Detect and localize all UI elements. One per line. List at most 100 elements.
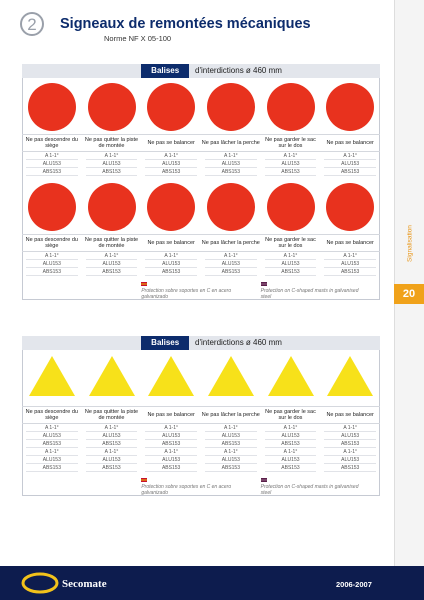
note: Protection sobre soportes en C en acero … [141,484,232,496]
sign-code: ABS153 [205,465,257,472]
sign-code: ABS153 [145,169,197,176]
sign-code: A 1-1° [205,253,257,260]
sign-code: ABS153 [26,465,78,472]
circle-sign [326,183,375,231]
sign-code: A 1-1° [85,153,138,160]
sign-code: ABS153 [324,269,376,276]
sign-code: ALU153 [205,433,257,440]
sign-code: ALU153 [264,161,317,168]
circle-sign [27,183,76,231]
sign-code: A 1-1° [145,253,197,260]
circle-sign [87,83,136,131]
section [22,64,380,300]
sign-code: ALU153 [85,433,138,440]
circle-sign [206,183,255,231]
page-title: Signeaux de remontées mécaniques [60,16,311,32]
sign-code: A 1-1° [324,449,376,456]
sign-code: A 1-1° [324,253,376,260]
sign-code: ABS153 [264,441,317,448]
sign-code: A 1-1° [205,449,257,456]
page-number: 20 [394,284,424,304]
circle-sign [206,83,255,131]
sign-code: ABS153 [26,169,78,176]
sign-code: ALU153 [264,433,317,440]
sign-code: ALU153 [145,261,197,268]
sign-code: ALU153 [205,261,257,268]
section-title: d'interdictions ø 460 mm [195,66,282,75]
circle-sign [266,83,315,131]
sign-code: ALU153 [145,457,197,464]
sign-label: Ne pas quitter la piste de montée [81,134,142,152]
triangle-sign [148,356,195,396]
section-bar [22,336,380,350]
sign-code: ABS153 [85,269,138,276]
sign-code: A 1-1° [324,153,376,160]
sign-code: ABS153 [85,169,138,176]
circle-sign [266,183,315,231]
sign-code: ALU153 [205,457,257,464]
triangle-sign [88,356,135,396]
sign-code: ABS153 [205,441,257,448]
note: Protection on C-shaped masts in galvanis… [260,288,359,300]
page-subtitle: Norme NF X 05-100 [104,34,172,43]
sign-code: ALU153 [85,457,138,464]
sign-code: ABS153 [145,441,197,448]
circle-sign [147,183,196,231]
sign-code: ABS153 [264,169,317,176]
sign-code: A 1-1° [26,425,78,432]
sign-code: ALU153 [26,433,78,440]
sign-code: ALU153 [324,457,376,464]
sign-code: ALU153 [26,457,78,464]
sign-code: A 1-1° [85,253,138,260]
circle-sign [87,183,136,231]
sign-label: Ne pas garder le sac sur le dos [260,134,321,152]
sign-code: ABS153 [324,465,376,472]
sign-code: ABS153 [26,441,78,448]
sign-code: ALU153 [145,161,197,168]
footer [0,566,424,600]
sign-code: ALU153 [205,161,257,168]
sign-code: ABS153 [85,465,138,472]
sign-label: Ne pas quitter la piste de montée [81,406,142,424]
circle-sign [147,83,196,131]
note: Protection on C-shaped masts in galvanis… [260,484,359,496]
sign-label: Ne pas se balancer [141,406,201,424]
flag [260,478,267,482]
sign-label: Ne pas descendre du siège [22,234,82,252]
sign-code: ABS153 [264,465,317,472]
sign-label: Ne pas se balancer [141,234,201,252]
sign-code: ABS153 [145,465,197,472]
sign-label: Ne pas se balancer [320,134,380,152]
sign-code: A 1-1° [264,153,317,160]
sign-label: Ne pas lâcher la perche [201,134,261,152]
sign-code: A 1-1° [26,449,78,456]
sign-code: ALU153 [145,433,197,440]
note: Protection sobre soportes en C en acero … [141,288,232,300]
sign-code: A 1-1° [85,425,138,432]
years: 2006-2007 [336,580,372,589]
sign-code: ABS153 [324,441,376,448]
sign-code: A 1-1° [324,425,376,432]
sign-code: A 1-1° [264,449,317,456]
sign-code: ALU153 [85,161,138,168]
sign-code: A 1-1° [264,425,317,432]
sign-label: Ne pas lâcher la perche [201,234,261,252]
sign-code: A 1-1° [205,425,257,432]
logo [21,572,59,594]
brand: Secomate [62,578,107,590]
sign-label: Ne pas descendre du siège [22,134,82,152]
sign-label: Ne pas garder le sac sur le dos [260,406,321,424]
sign-code: A 1-1° [26,253,78,260]
sign-code: A 1-1° [264,253,317,260]
sign-label: Ne pas se balancer [320,234,380,252]
sign-label: Ne pas garder le sac sur le dos [260,234,321,252]
sign-code: ABS153 [145,269,197,276]
sign-label: Ne pas se balancer [141,134,201,152]
section-tag: Balises [141,336,190,350]
sign-code: ALU153 [85,261,138,268]
triangle-sign [28,356,75,396]
triangle-sign [207,356,254,396]
flag [260,282,267,286]
sidebar-label: Signalisation [406,225,414,262]
